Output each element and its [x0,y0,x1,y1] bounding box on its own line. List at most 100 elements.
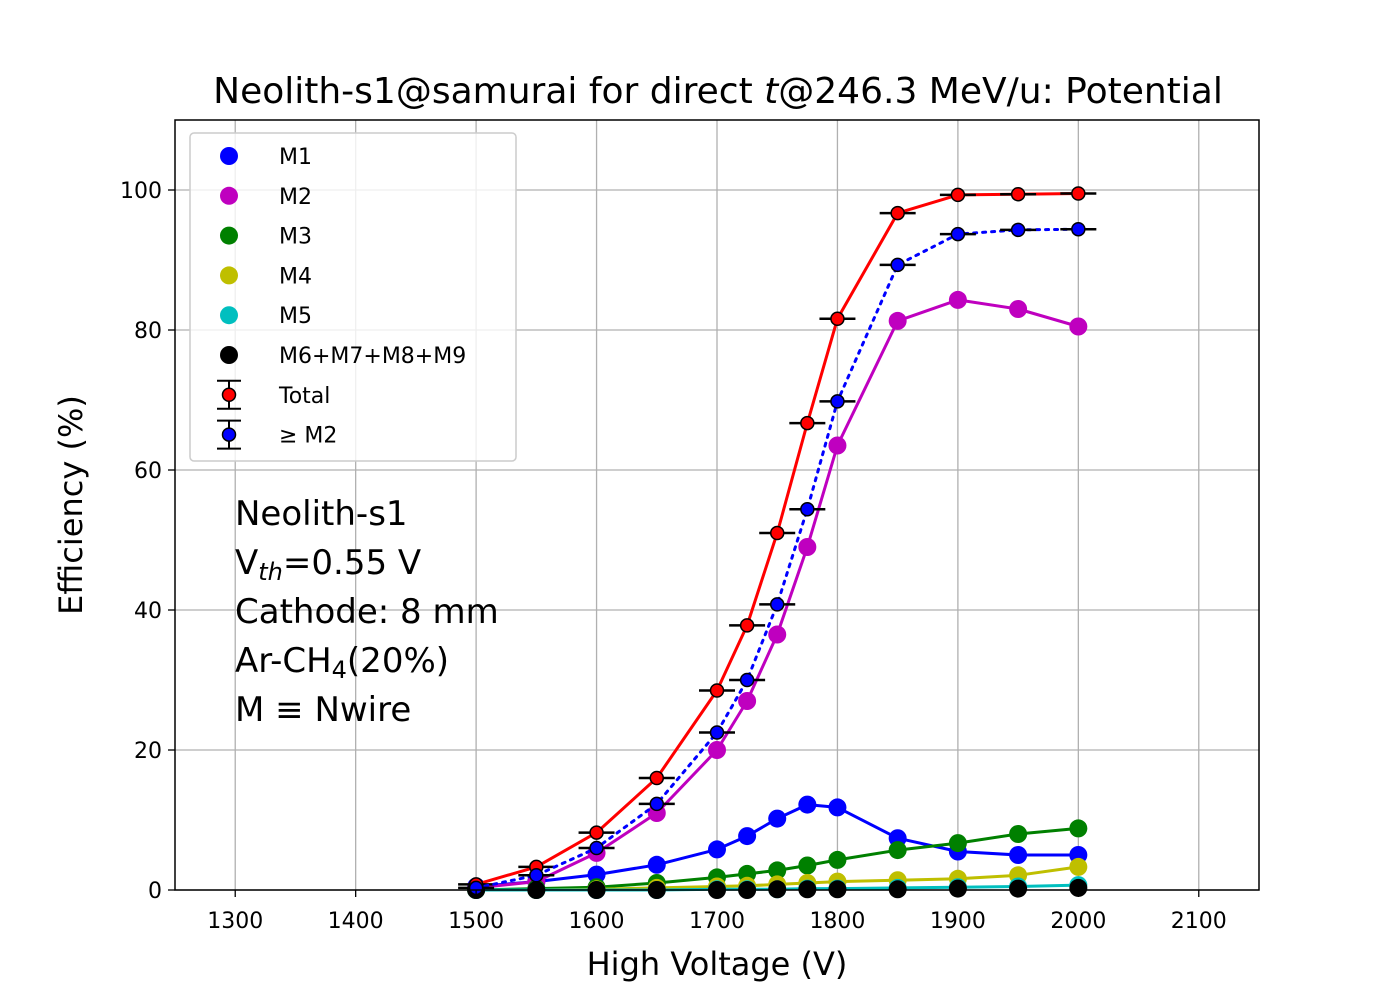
data-point [948,834,967,853]
legend-label: M3 [279,225,312,250]
x-axis-label: High Voltage (V) [587,945,848,983]
chart-title: Neolith-s1@samurai for direct t@246.3 Me… [213,71,1223,112]
annotation-m-definition: M ≡ Nwire [235,690,411,730]
legend-label: M4 [279,264,312,289]
legend-entry-m4: M4 [220,264,312,289]
annotation-cathode: Cathode: 8 mm [235,592,499,632]
x-tick-label: 1600 [569,909,625,934]
data-point [1009,825,1028,843]
y-tick-label: 20 [134,739,162,764]
annotation-gas: Ar-CH4(20%) [235,641,449,684]
y-tick-label: 80 [134,319,162,344]
data-point [888,311,907,330]
y-axis-label: Efficiency (%) [52,395,90,615]
data-point [798,538,817,556]
legend-label: M5 [279,304,312,329]
data-point [828,798,847,817]
data-point [800,415,815,431]
legend-marker [221,387,237,403]
legend-marker [220,346,238,364]
annotation-gas-part-1: Ar-CH [235,641,332,681]
axis-ticks: 1300 1400 1500 1600 1700 1800 1900 2000 2100 0 20 4… [120,179,1227,934]
x-tick-label: 1800 [809,909,865,934]
series-gem2 [458,221,1097,896]
series-total [458,186,1097,892]
legend-marker [220,186,238,205]
legend-entry-gem2: ≥ M2 [217,419,337,450]
data-point [830,394,845,409]
legend-entry-m3: M3 [220,225,312,250]
data-point [769,525,785,541]
annotation-gas-part-2: (20%) [347,641,449,681]
data-point [950,187,966,203]
data-point [1009,300,1028,318]
legend-marker [220,226,238,245]
data-point [587,865,606,884]
data-point [739,672,755,688]
data-point [1009,879,1028,898]
y-tick-label: 60 [134,459,162,484]
legend-marker [220,147,238,165]
data-point [709,725,725,740]
data-point [948,879,967,898]
data-point [769,597,785,612]
data-point [888,841,907,860]
annotation-threshold-sub: th [258,558,283,586]
annotation-detector-name: Neolith-s1 [235,494,408,534]
legend-label: M6+M7+M8+M9 [279,344,466,369]
annotations: Neolith-s1 Vth=0.55 V Cathode: 8 mm Ar-C… [235,494,499,730]
annotation-gas-sub: 4 [332,656,347,684]
legend-marker [221,427,237,442]
legend-label: M1 [279,145,312,170]
legend-entry-m5: M5 [220,304,312,329]
legend-label: M2 [279,185,312,210]
annotation-threshold: Vth=0.55 V [235,543,421,586]
legend: M1 M2 M3 M4 M5 M6+M7+M8+M9 Total ≥ M2 [189,132,517,462]
data-point [798,856,817,875]
annotation-threshold-value: =0.55 V [283,543,421,583]
x-tick-label: 2000 [1050,909,1106,934]
legend-marker [220,266,238,285]
data-point [948,290,967,309]
data-point [589,840,604,856]
data-point [830,311,845,327]
data-point [708,840,726,859]
data-point [647,855,666,874]
x-tick-label: 1300 [207,909,263,934]
legend-entry-m6-m7-m8-m9: M6+M7+M8+M9 [220,344,466,369]
annotation-threshold-v: V [235,543,258,583]
data-point [890,205,905,221]
data-point [708,741,726,759]
chart-title-part-2: @246.3 MeV/u: Potential [778,71,1223,112]
plot-series [458,186,1097,899]
data-point [1071,186,1086,201]
data-point [1069,878,1088,897]
data-point [529,868,544,883]
legend-entry-m1: M1 [220,145,312,170]
data-point [1071,221,1086,237]
data-point [738,827,757,846]
data-point [709,683,725,698]
x-tick-label: 1400 [328,909,384,934]
data-point [950,226,966,242]
y-tick-label: 40 [134,599,162,624]
x-tick-label: 1500 [448,909,504,934]
data-point [1069,857,1088,876]
legend-marker [220,306,238,325]
data-point [828,850,847,869]
data-point [739,618,755,633]
x-tick-label: 2100 [1171,909,1227,934]
data-point [828,436,847,455]
data-point [649,796,665,812]
legend-label: ≥ M2 [279,424,337,449]
data-point [800,501,815,517]
data-point [768,861,787,880]
data-point [768,809,787,828]
data-point [768,625,787,644]
data-point [738,692,757,710]
data-point [1010,186,1026,202]
legend-entry-total: Total [217,379,330,410]
legend-entry-m2: M2 [220,185,312,210]
data-point [649,770,665,786]
